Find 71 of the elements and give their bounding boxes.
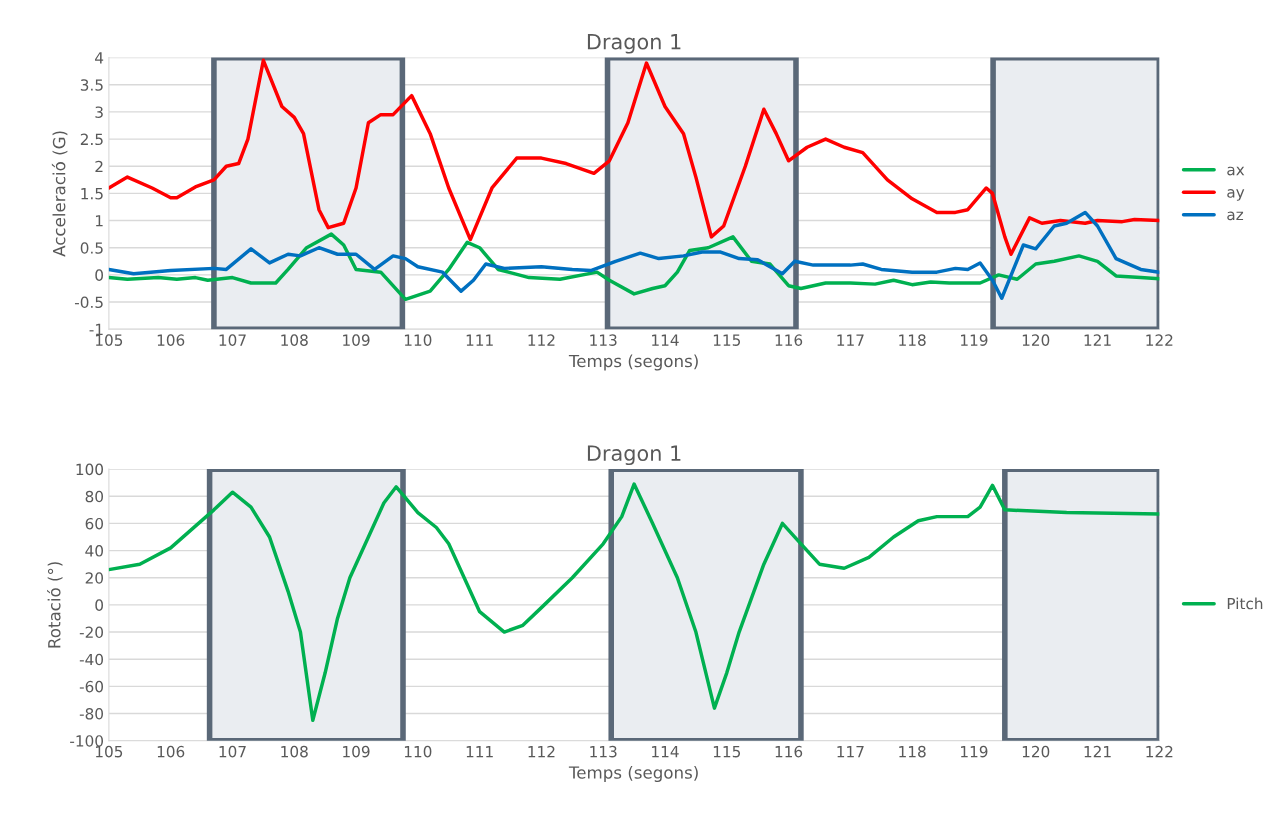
y-tick-label: 20 (85, 572, 104, 584)
x-tick-label: 111 (466, 334, 493, 346)
x-tick-label: 122 (1146, 334, 1173, 346)
y-tick-label: 80 (85, 490, 104, 503)
x-tick-label: 106 (157, 334, 185, 346)
y-tick-label: 2.5 (80, 133, 103, 146)
x-tick-label: 107 (219, 745, 246, 758)
y-tick-label: 3 (95, 106, 103, 118)
x-tick-label: 116 (775, 334, 803, 346)
x-tick-label: 110 (404, 745, 432, 758)
y-tick-label: 0 (95, 269, 104, 281)
y-tick-label: -20 (79, 626, 104, 639)
legend-label: ax (1227, 166, 1245, 176)
y-tick-label: 100 (76, 463, 104, 476)
y-tick-label: 0.5 (80, 242, 103, 254)
x-tick-label: 117 (837, 334, 864, 346)
x-tick-label: 117 (837, 746, 864, 758)
x-tick-label: 111 (466, 746, 493, 758)
y-tick-label: -1 (89, 323, 103, 335)
x-tick-label: 120 (1022, 334, 1050, 346)
legend-label: Pitch (1227, 597, 1263, 610)
x-tick-label: 113 (590, 334, 617, 346)
y-tick-label: 40 (85, 545, 104, 557)
y-tick-label: -60 (79, 680, 104, 693)
chart-title: Dragon 1 (587, 445, 681, 466)
y-tick-label: 4 (95, 52, 104, 64)
x-tick-label: 119 (961, 745, 988, 758)
x-tick-label: 108 (281, 334, 308, 346)
x-tick-label: 107 (219, 334, 246, 346)
x-tick-label: 105 (95, 745, 123, 758)
y-tick-label: 0 (95, 599, 104, 611)
x-tick-label: 120 (1022, 745, 1050, 758)
line-series (108, 232, 1160, 302)
y-tick-label: 1.5 (81, 188, 103, 200)
y-axis-title: Acceleració (G) (51, 131, 68, 257)
y-tick-label: -80 (79, 708, 104, 720)
x-tick-label: 114 (652, 334, 679, 346)
x-tick-label: 112 (528, 745, 555, 758)
legend-label: ay (1227, 189, 1245, 201)
x-tick-label: 106 (157, 745, 185, 758)
y-tick-label: 3.5 (80, 79, 103, 91)
x-axis-title: Temps (segons) (568, 765, 698, 783)
x-tick-label: 119 (961, 334, 988, 346)
x-tick-label: 109 (343, 745, 370, 758)
line-series (108, 482, 1160, 723)
line-series (108, 210, 1160, 300)
x-tick-label: 113 (590, 745, 617, 758)
y-tick-label: 2 (95, 160, 103, 173)
x-tick-label: 105 (95, 334, 123, 346)
y-tick-label: -40 (79, 653, 104, 666)
x-tick-label: 114 (652, 746, 679, 758)
x-tick-label: 122 (1146, 745, 1173, 758)
x-tick-label: 116 (775, 745, 803, 758)
x-tick-label: 112 (528, 334, 555, 346)
y-tick-label: 1 (95, 215, 103, 227)
x-tick-label: 115 (713, 746, 741, 758)
y-tick-label: -100 (70, 735, 104, 747)
x-tick-label: 118 (899, 745, 926, 758)
legend-label: az (1227, 211, 1244, 221)
y-tick-label: 60 (85, 517, 104, 530)
x-tick-label: 121 (1084, 334, 1111, 346)
x-tick-label: 108 (281, 745, 308, 758)
y-tick-label: -0.5 (74, 296, 103, 309)
x-tick-label: 121 (1084, 745, 1111, 758)
x-axis-title: Temps (segons) (568, 354, 698, 371)
x-tick-label: 118 (899, 334, 926, 346)
x-tick-label: 109 (343, 334, 370, 346)
y-axis-title: Rotació (°) (47, 562, 63, 648)
x-tick-label: 110 (404, 334, 432, 346)
x-tick-label: 115 (713, 334, 741, 346)
chart-title: Dragon 1 (587, 34, 681, 54)
